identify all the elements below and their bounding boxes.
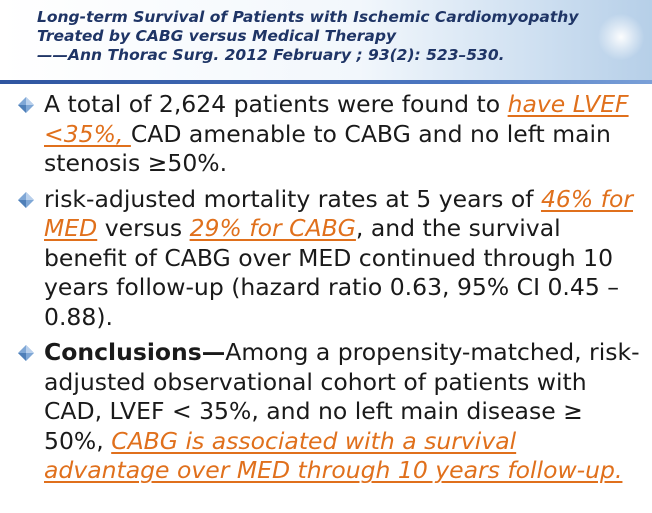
bullet-item-patients: A total of 2,624 patients were found to … — [0, 90, 652, 179]
bullet-text: risk-adjusted mortality rates at 5 years… — [44, 184, 541, 213]
header-glow-decoration — [598, 14, 644, 60]
bullet-text: versus — [97, 214, 190, 242]
slide-header: Long-term Survival of Patients with Isch… — [0, 0, 652, 84]
header-citation: ——Ann Thorac Surg. 2012 February ; 93(2)… — [37, 46, 505, 64]
diamond-bullet-icon — [18, 97, 34, 113]
bullet-text: Among a propensity-matched, risk-adjuste… — [44, 338, 640, 455]
bullet-text: , and the survival benefit of CABG over … — [44, 214, 620, 331]
highlighted-text: have LVEF <35%, — [44, 90, 629, 148]
header-title-line-2: Treated by CABG versus Medical Therapy — [37, 27, 397, 45]
diamond-bullet-icon — [18, 345, 34, 361]
diamond-bullet-icon — [18, 191, 34, 208]
bullet-text: A total of 2,624 patients were found to — [44, 90, 508, 118]
header-title-line-1: Long-term Survival of Patients with Isch… — [37, 8, 579, 26]
highlighted-text: CABG is associated with a survival advan… — [44, 426, 623, 485]
bullet-item-conclusions: Conclusions—Among a propensity-matched, … — [0, 338, 652, 486]
highlighted-text: 29% for CABG — [189, 214, 356, 242]
bullet-item-mortality: risk-adjusted mortality rates at 5 years… — [0, 185, 652, 333]
highlighted-text: 46% for MED — [44, 184, 633, 243]
conclusions-label: Conclusions— — [44, 338, 226, 366]
bullet-text: CAD amenable to CABG and no left main st… — [44, 119, 611, 178]
slide-body: A total of 2,624 patients were found to … — [0, 90, 652, 486]
header-divider — [0, 80, 652, 84]
